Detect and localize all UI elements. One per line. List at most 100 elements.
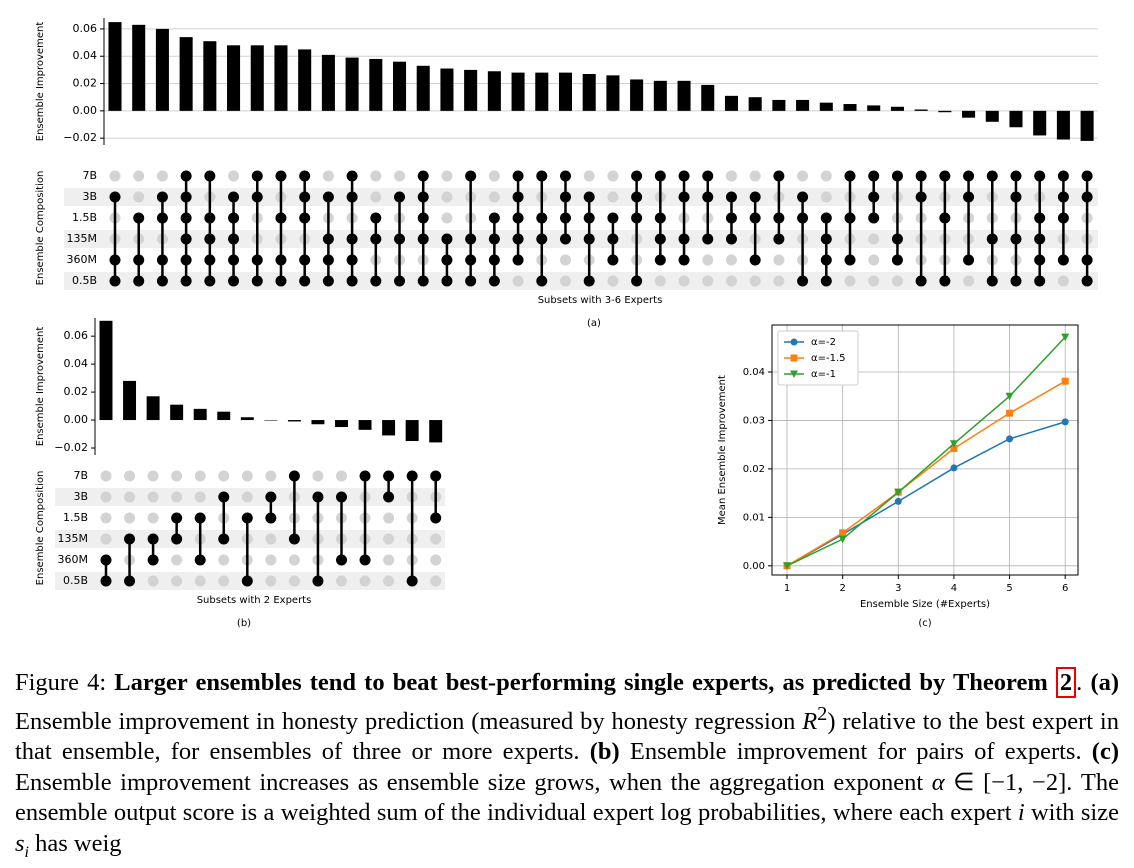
empty-dot	[607, 275, 619, 287]
x-tick-label: 6	[1062, 583, 1068, 594]
empty-dot	[488, 191, 500, 203]
member-dot	[370, 233, 382, 245]
y-tick-label: 0.02	[743, 464, 765, 475]
empty-dot	[218, 554, 230, 566]
empty-dot	[156, 170, 168, 182]
member-dot	[1081, 191, 1093, 203]
caption-text: s	[15, 829, 25, 857]
member-dot	[1010, 233, 1022, 245]
bar	[382, 420, 396, 436]
bar	[298, 49, 312, 111]
member-dot	[156, 275, 168, 287]
empty-dot	[797, 170, 809, 182]
member-dot	[607, 212, 619, 224]
bar	[1080, 110, 1094, 141]
bar	[335, 420, 348, 428]
empty-dot	[430, 575, 442, 587]
member-dot	[383, 470, 395, 482]
bar	[487, 71, 501, 111]
empty-dot	[265, 470, 277, 482]
empty-dot	[488, 170, 500, 182]
member-dot	[288, 533, 300, 545]
empty-dot	[100, 533, 112, 545]
y-axis-title: Ensemble Improvement	[35, 22, 46, 142]
empty-dot	[383, 533, 395, 545]
member-dot	[228, 233, 240, 245]
member-dot	[441, 275, 453, 287]
member-dot	[725, 191, 737, 203]
member-dot	[868, 191, 880, 203]
caption-text: ) relative to the best expert in that en…	[15, 707, 1119, 766]
bar	[677, 80, 691, 111]
caption-text: i	[1017, 799, 1025, 827]
member-dot	[204, 275, 216, 287]
member-dot	[417, 233, 429, 245]
member-dot	[204, 233, 216, 245]
caption-text[interactable]: 2	[1055, 667, 1077, 698]
caption-text: has weig	[29, 829, 122, 857]
y-tick-label: 0.04	[64, 357, 89, 370]
member-dot	[180, 191, 192, 203]
member-dot	[346, 170, 358, 182]
marker	[839, 529, 847, 537]
empty-dot	[147, 470, 159, 482]
legend-label: α=-1	[811, 369, 836, 380]
empty-dot	[1057, 275, 1069, 287]
member-dot	[820, 275, 832, 287]
bar	[274, 45, 288, 111]
empty-dot	[265, 533, 277, 545]
bar	[867, 105, 881, 111]
member-dot	[251, 254, 263, 266]
bar	[464, 69, 478, 111]
member-dot	[147, 533, 159, 545]
member-dot	[1081, 254, 1093, 266]
legend-label: α=-1.5	[811, 353, 845, 364]
empty-dot	[312, 470, 324, 482]
empty-dot	[654, 275, 666, 287]
member-dot	[346, 233, 358, 245]
bar	[321, 54, 335, 111]
bar	[416, 65, 430, 111]
member-dot	[607, 233, 619, 245]
empty-dot	[322, 170, 334, 182]
marker	[838, 535, 847, 544]
matrix-title: Ensemble Composition	[35, 471, 46, 586]
bar	[358, 420, 372, 430]
row-label: 135M	[58, 532, 89, 545]
member-dot	[559, 170, 571, 182]
row-band	[64, 188, 1098, 206]
empty-dot	[171, 554, 183, 566]
member-dot	[820, 233, 832, 245]
empty-dot	[133, 191, 145, 203]
member-dot	[1034, 254, 1046, 266]
marker	[790, 370, 798, 378]
member-dot	[678, 254, 690, 266]
row-label: 1.5B	[63, 511, 88, 524]
member-dot	[394, 191, 406, 203]
empty-dot	[441, 170, 453, 182]
empty-dot	[844, 275, 856, 287]
empty-dot	[702, 254, 714, 266]
member-dot	[868, 212, 880, 224]
member-dot	[299, 170, 311, 182]
member-dot	[275, 170, 287, 182]
member-dot	[275, 275, 287, 287]
empty-dot	[868, 254, 880, 266]
member-dot	[156, 254, 168, 266]
member-dot	[133, 275, 145, 287]
empty-dot	[820, 170, 832, 182]
member-dot	[583, 275, 595, 287]
member-dot	[251, 191, 263, 203]
member-dot	[228, 254, 240, 266]
panel-label: (b)	[237, 618, 251, 629]
member-dot	[1010, 170, 1022, 182]
marker	[1005, 392, 1014, 401]
empty-dot	[441, 191, 453, 203]
member-dot	[180, 170, 192, 182]
member-dot	[194, 512, 206, 524]
empty-dot	[218, 470, 230, 482]
empty-dot	[265, 575, 277, 587]
member-dot	[394, 233, 406, 245]
member-dot	[218, 491, 230, 503]
member-dot	[124, 533, 136, 545]
